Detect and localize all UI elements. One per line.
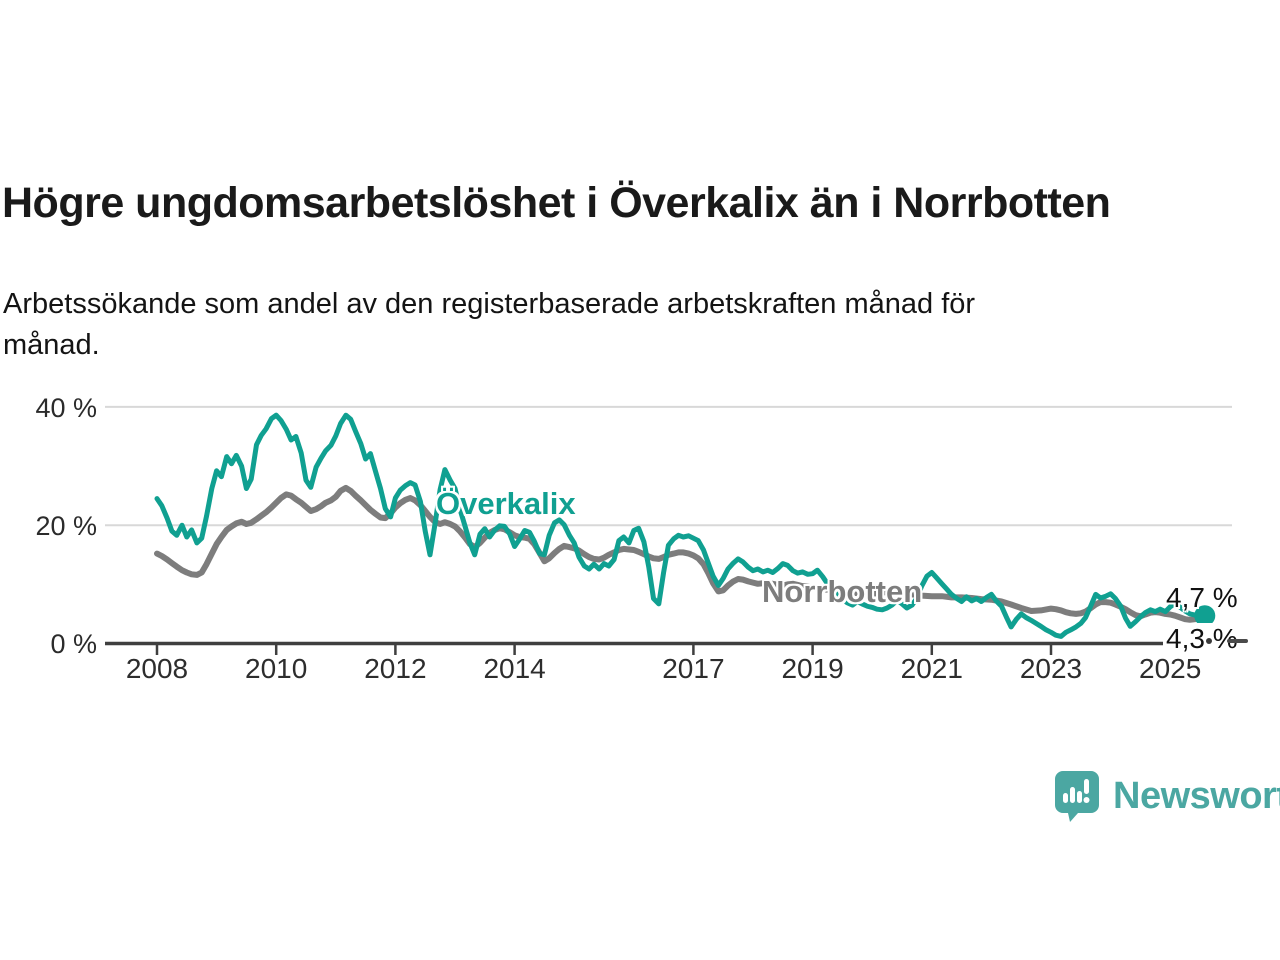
brand-name: Newsworthy	[1113, 774, 1280, 817]
x-axis-label-2023: 2023	[1019, 653, 1083, 684]
newsworthy-bubble-icon	[1055, 771, 1099, 822]
bar-1	[1063, 793, 1068, 803]
x-axis-label-2017: 2017	[662, 653, 725, 684]
series-label-overkalix: Överkalix	[436, 486, 576, 521]
x-axis-label-2021: 2021	[900, 653, 963, 684]
gray-line-end-dot	[1206, 638, 1212, 644]
x-axis-label-2010: 2010	[245, 653, 308, 684]
page-title: Högre ungdomsarbetslöshet i Överkalix än…	[2, 178, 1111, 227]
series-label-norrbotten: Norrbotten	[762, 574, 923, 609]
exclamation-bar	[1084, 779, 1089, 794]
newsworthy-logo: Newsworthy	[1053, 770, 1280, 822]
end-value-label-overkalix: 4,7 %	[1166, 582, 1238, 613]
x-axis-label-2025: 2025	[1139, 653, 1202, 684]
bar-3	[1077, 791, 1082, 803]
axis-end-dash	[1227, 639, 1248, 643]
x-axis-label-2012: 2012	[364, 653, 427, 684]
x-axis-label-2014: 2014	[483, 653, 546, 684]
y-axis-label-40: 40 %	[35, 393, 97, 423]
series-line-norrbotten	[154, 484, 1214, 623]
exclamation-dot	[1083, 797, 1090, 803]
series-line-överkalix	[154, 412, 1208, 639]
series-end-dot-överkalix	[1194, 605, 1216, 627]
y-axis-label-20: 20 %	[35, 511, 97, 541]
x-axis-label-2008: 2008	[125, 653, 189, 684]
y-axis-label-0: 0 %	[50, 629, 97, 659]
page-subtitle: Arbetssökande som andel av den registerb…	[3, 288, 976, 362]
x-axis-label-2019: 2019	[781, 653, 844, 684]
bar-2	[1070, 787, 1075, 803]
